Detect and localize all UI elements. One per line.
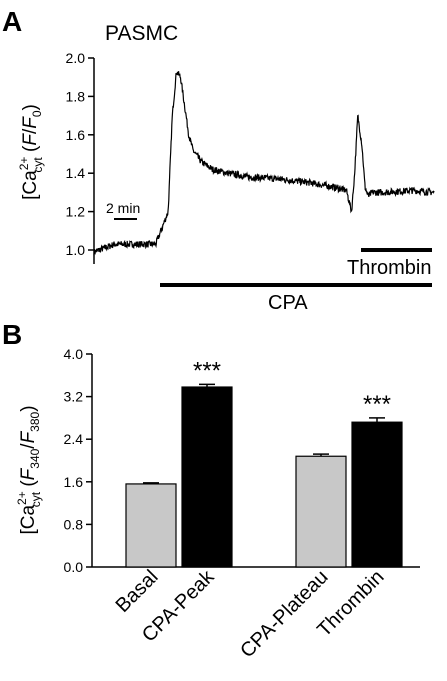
panel-b-tick-label: 0.8 [64, 516, 84, 532]
panel-a-tick-label: 2.0 [66, 50, 86, 66]
panel-a-tick-label: 1.8 [66, 88, 86, 104]
panel-a-y-label: [Ca2+cyt (F/F0) [17, 104, 45, 200]
panel-a-tick-label: 1.2 [66, 204, 86, 220]
panel-a-trace [93, 71, 435, 256]
panel-a-tick-label: 1.4 [66, 165, 86, 181]
panel-b-tick-label: 3.2 [64, 389, 84, 405]
bar-thrombin [351, 421, 403, 568]
bar-basal [125, 483, 177, 568]
panel-b-tick-label: 0.0 [64, 559, 84, 575]
category-label: CPA-Plateau [236, 566, 332, 662]
cpa-bar-label: CPA [268, 292, 308, 314]
panel-b-tick-label: 2.4 [64, 431, 84, 447]
bar-cpa-plateau [295, 455, 347, 568]
category-label: Basal [112, 566, 163, 617]
panel-a-tick-label: 1.6 [66, 127, 86, 143]
panel-a-title: PASMC [105, 22, 178, 45]
panel-a-tick-label: 1.0 [66, 242, 86, 258]
panel-b-bars: Basal***CPA-Peak CPA-Plateau***Thrombin [112, 357, 403, 662]
panel-b-tick-label: 4.0 [64, 346, 84, 362]
panel-a-letter: A [2, 6, 22, 37]
bar-cpa-peak [181, 386, 233, 568]
panel-a-trace-line [93, 71, 435, 256]
significance-marker: *** [193, 357, 221, 384]
panel-b-tick-label: 1.6 [64, 474, 84, 490]
significance-marker: *** [363, 391, 391, 418]
thrombin-bar-label: Thrombin [347, 257, 431, 279]
panel-a-y-axis: 1.0 1.2 1.4 1.6 1.8 2.0 [66, 50, 95, 264]
panel-b-y-label: [Ca2+cyt (F340/F380) [15, 405, 43, 534]
panel-b-letter: B [2, 319, 22, 350]
scale-bar-label: 2 min [106, 200, 140, 216]
